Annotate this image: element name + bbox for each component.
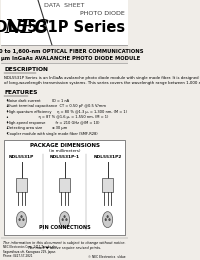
Text: of long-wavelength transmission systems. This series covers the wavelength range: of long-wavelength transmission systems.… bbox=[4, 81, 200, 85]
Text: PACKAGE DIMENSIONS: PACKAGE DIMENSIONS bbox=[30, 143, 100, 148]
Text: •: • bbox=[5, 126, 8, 131]
Text: •: • bbox=[5, 98, 8, 103]
Text: Noise dark current          ID = 1 nA: Noise dark current ID = 1 nA bbox=[7, 99, 69, 103]
Circle shape bbox=[107, 216, 108, 218]
Text: © NEC Electronics  s/due: © NEC Electronics s/due bbox=[88, 255, 126, 258]
Text: •: • bbox=[5, 115, 8, 120]
Text: •: • bbox=[5, 120, 8, 125]
Bar bbox=[1, 45, 128, 63]
Text: PHOTO DIODE: PHOTO DIODE bbox=[80, 11, 125, 16]
Circle shape bbox=[23, 218, 24, 221]
Text: High-speed response         fr = 210 GHz @(M = 10): High-speed response fr = 210 GHz @(M = 1… bbox=[7, 121, 99, 125]
Text: 630 μm InGaAs AVALANCHE PHOTO DIODE MODULE: 630 μm InGaAs AVALANCHE PHOTO DIODE MODU… bbox=[0, 56, 141, 61]
Circle shape bbox=[21, 216, 22, 218]
Bar bbox=[102, 178, 113, 192]
Text: 1,000 to 1,600-nm OPTICAL FIBER COMMUNICATIONS: 1,000 to 1,600-nm OPTICAL FIBER COMMUNIC… bbox=[0, 49, 143, 54]
Circle shape bbox=[66, 218, 67, 221]
Text: NDL5531P Series: NDL5531P Series bbox=[0, 21, 125, 35]
Text: •: • bbox=[5, 104, 8, 109]
Text: Shunt terminal capacitance  CT = 0.50 pF @0.5 V/mm: Shunt terminal capacitance CT = 0.50 pF … bbox=[7, 104, 106, 108]
Text: NDL5531P: NDL5531P bbox=[9, 155, 34, 159]
Circle shape bbox=[109, 218, 110, 221]
Text: Detecting area size         ⌀ 30 μm: Detecting area size ⌀ 30 μm bbox=[7, 126, 67, 130]
Text: η = 87 % @1.6 μ, = 1,550 nm, (M = 1): η = 87 % @1.6 μ, = 1,550 nm, (M = 1) bbox=[7, 115, 108, 119]
Bar bbox=[59, 178, 70, 192]
Text: Coupler module with single mode fiber (SMF-R28): Coupler module with single mode fiber (S… bbox=[7, 132, 98, 136]
Text: NDL5531P-1: NDL5531P-1 bbox=[49, 155, 80, 159]
Bar bbox=[4, 140, 125, 235]
Circle shape bbox=[64, 216, 65, 218]
Text: •: • bbox=[5, 131, 8, 136]
Text: DESCRIPTION: DESCRIPTION bbox=[4, 67, 48, 72]
Text: FEATURES: FEATURES bbox=[4, 90, 38, 95]
Text: •: • bbox=[5, 109, 8, 114]
Circle shape bbox=[62, 218, 63, 221]
Text: PIN CONNECTIONS: PIN CONNECTIONS bbox=[39, 225, 90, 230]
Text: (in millimeters): (in millimeters) bbox=[49, 149, 80, 153]
Text: NEC Electronics Corp. 1411 Tanaka-cho
Sagamihara-shi, Kanagawa 229, Japan
Phone:: NEC Electronics Corp. 1411 Tanaka-cho Sa… bbox=[3, 245, 57, 258]
Circle shape bbox=[16, 212, 27, 228]
Circle shape bbox=[105, 218, 106, 221]
Text: DATA  SHEET: DATA SHEET bbox=[44, 3, 85, 9]
Circle shape bbox=[103, 212, 113, 228]
Circle shape bbox=[19, 218, 20, 221]
Text: NDL5531P2: NDL5531P2 bbox=[93, 155, 122, 159]
Bar bbox=[16, 178, 27, 192]
Bar bbox=[1, 0, 128, 45]
Text: The mark ♥ above require revised prints.: The mark ♥ above require revised prints. bbox=[28, 246, 101, 250]
Circle shape bbox=[59, 212, 70, 228]
Text: High quantum efficiency     η = 80 % @1.3 μ, = 1,300 nm, (M = 1): High quantum efficiency η = 80 % @1.3 μ,… bbox=[7, 110, 127, 114]
Text: NEC: NEC bbox=[4, 19, 49, 37]
Text: NDL5531P Series is an InGaAs avalanche photo diode module with single mode fiber: NDL5531P Series is an InGaAs avalanche p… bbox=[4, 76, 200, 80]
Text: The information in this document is subject to change without notice.: The information in this document is subj… bbox=[3, 240, 126, 245]
